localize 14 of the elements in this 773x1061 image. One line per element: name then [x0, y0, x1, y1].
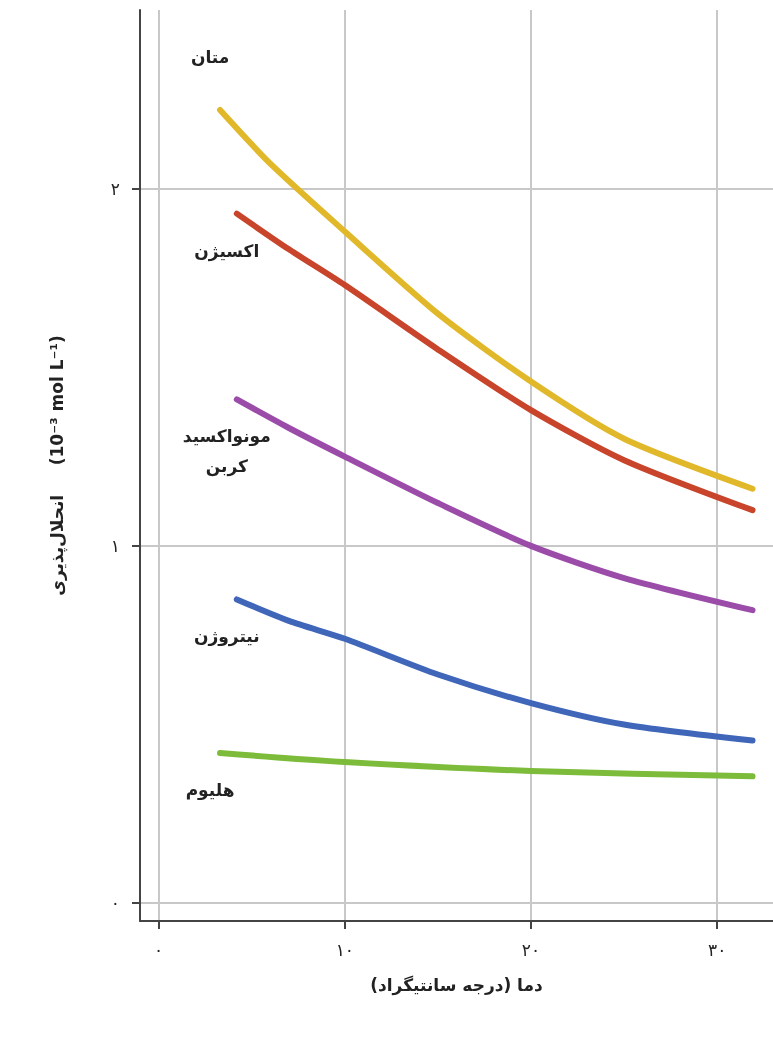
y-tick-label: ۱ [110, 535, 120, 556]
series-label: مونواکسید کربن [182, 426, 271, 478]
series-label: نیتروژن [193, 626, 260, 648]
x-tick-label: ۲۰ [521, 939, 541, 960]
text: متان [190, 47, 230, 68]
y-tick-label: ۲ [110, 178, 120, 199]
x-axis-title: دما (درجه سانتیگراد) [370, 974, 543, 996]
series-label: اکسیژن [194, 240, 260, 262]
y-axis-title: انحلال‌پذیری (10⁻³ mol L⁻¹) [46, 335, 68, 596]
x-tick-label: ۰ [154, 939, 164, 960]
x-tick-label: ۱۰ [335, 939, 354, 960]
x-tick-label: ۳۰ [708, 939, 727, 960]
series-label: هلیوم [185, 780, 235, 802]
y-tick-label: ۰ [110, 893, 120, 914]
